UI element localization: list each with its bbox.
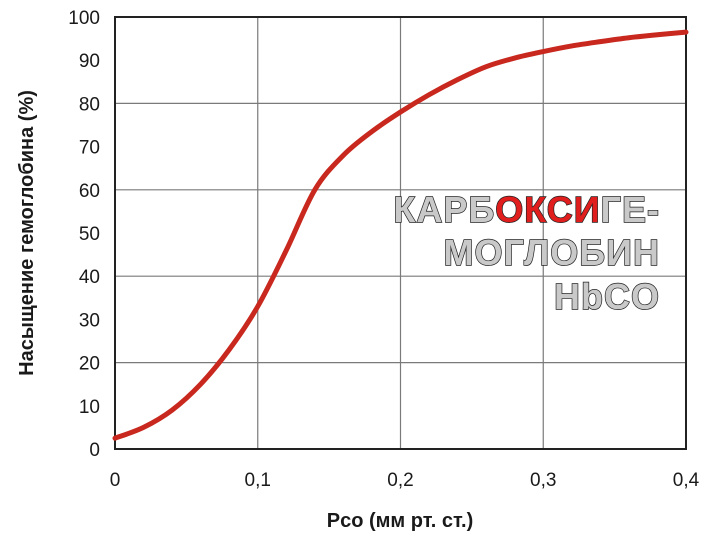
y-tick-label: 50 [79, 224, 100, 245]
annotation-segment: МОГЛОБИН [443, 232, 660, 273]
x-tick-label: 0,4 [673, 470, 700, 491]
data-point [369, 129, 374, 134]
series-line [112, 29, 689, 441]
plot-frame [114, 16, 687, 450]
annotation-segment: КАРБ [393, 189, 495, 230]
annotation-segment: ГЕ- [601, 189, 660, 230]
data-point [484, 64, 489, 69]
data-point [541, 49, 546, 54]
y-tick-label: 100 [68, 8, 100, 29]
data-point [341, 153, 346, 158]
data-point [569, 43, 574, 48]
annotation-line: HbCO [554, 276, 660, 317]
data-point [312, 187, 317, 192]
y-tick-label: 40 [79, 267, 100, 288]
data-point [626, 35, 631, 40]
data-point [113, 436, 118, 441]
y-tick-label: 30 [79, 310, 100, 331]
data-point [512, 56, 517, 61]
annotation-segment: ОКСИ [495, 189, 600, 230]
data-point [141, 425, 146, 430]
annotation-segment: HbCO [554, 276, 660, 317]
y-tick-label: 60 [79, 181, 100, 202]
data-point [227, 347, 232, 352]
tick-labels: 0 0,1 0,2 0,3 0,4 0 10 20 30 40 50 60 70 80 90 100 [68, 8, 699, 491]
annotation-line: МОГЛОБИН [443, 232, 660, 273]
annotation-line: КАРБОКСИГЕ- [393, 189, 660, 230]
data-point [170, 408, 175, 413]
data-point [655, 32, 660, 37]
data-point [455, 77, 460, 82]
data-point [198, 382, 203, 387]
data-point [598, 39, 603, 44]
y-tick-label: 10 [79, 397, 100, 418]
data-point [684, 30, 689, 35]
data-point [255, 304, 260, 309]
data-point [284, 248, 289, 253]
data-point [427, 92, 432, 97]
y-tick-label: 0 [89, 440, 100, 461]
y-tick-label: 20 [79, 354, 100, 375]
x-tick-label: 0 [110, 470, 121, 491]
data-point [398, 110, 403, 115]
y-axis-label: Насыщение гемоглобина (%) [16, 90, 38, 376]
grid [115, 17, 686, 449]
x-tick-label: 0,1 [245, 470, 271, 491]
y-tick-label: 80 [79, 94, 100, 115]
x-tick-label: 0,2 [387, 470, 413, 491]
x-tick-label: 0,3 [530, 470, 556, 491]
x-axis-label: Pco (мм рт. ст.) [327, 510, 474, 532]
y-tick-label: 90 [79, 51, 100, 72]
y-tick-label: 70 [79, 138, 100, 159]
